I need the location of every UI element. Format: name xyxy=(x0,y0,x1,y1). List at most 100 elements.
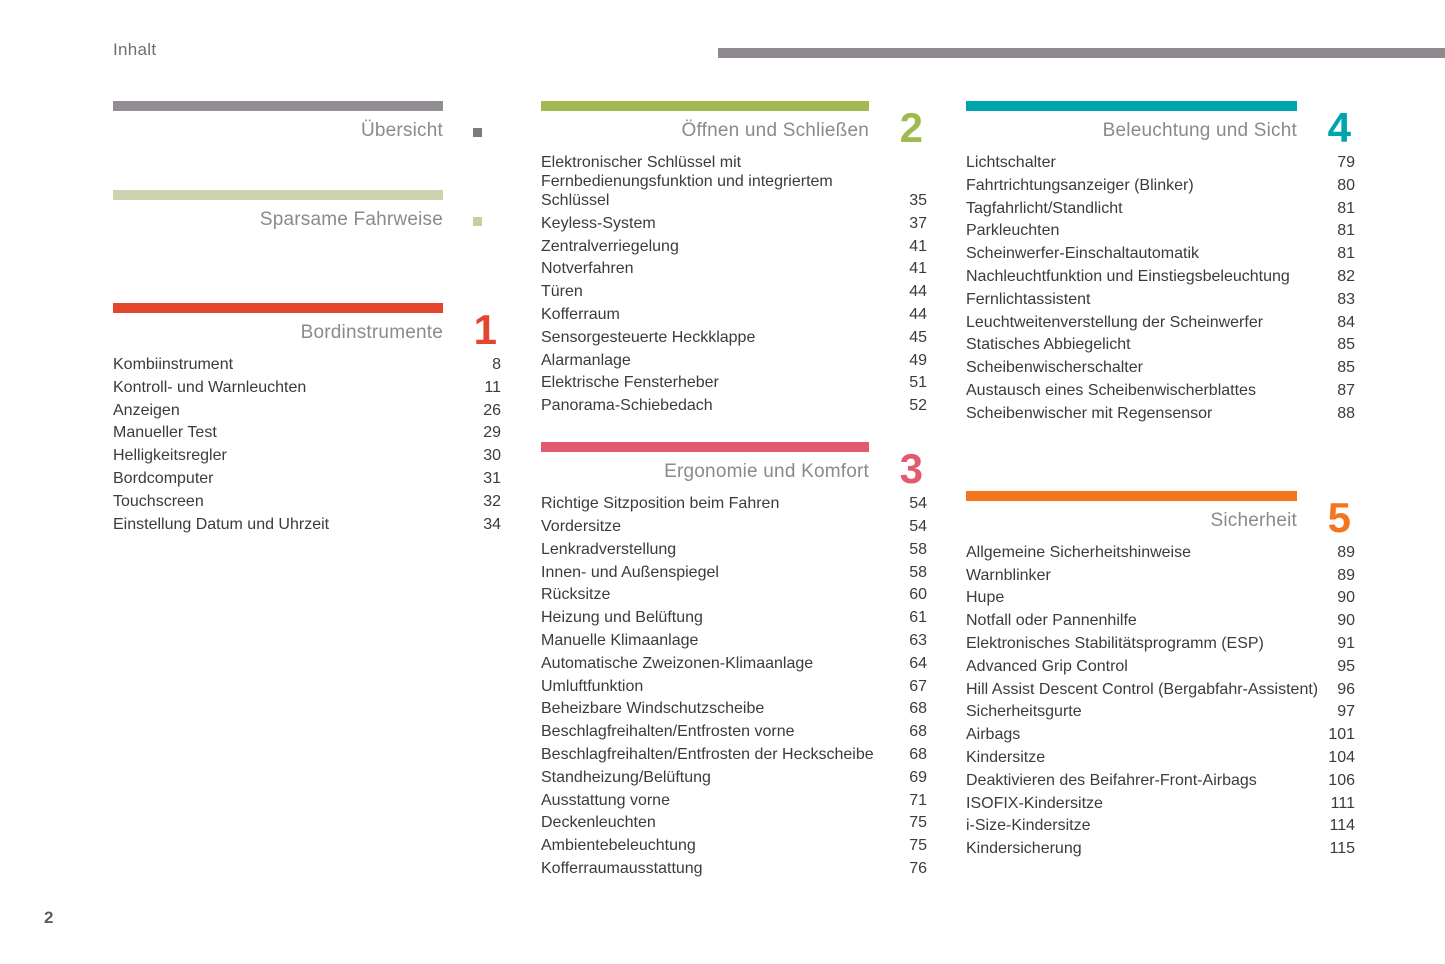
toc-item-page: 115 xyxy=(1329,840,1355,858)
toc-item-label: Vordersitze xyxy=(541,517,622,535)
section-header-right xyxy=(443,207,501,226)
toc-item-page: 104 xyxy=(1328,748,1355,766)
toc-section: Beleuchtung und Sicht 4 Lichtschalter 79 Fah… xyxy=(966,101,1355,423)
toc-item-label: Kontroll- und Warnleuchten xyxy=(113,378,307,396)
toc-item-page: 49 xyxy=(909,351,927,369)
toc-item-label: Zentralverriegelung xyxy=(541,237,679,255)
toc-item: Kombiinstrument 8 xyxy=(113,355,501,374)
toc-item-page: 82 xyxy=(1337,267,1355,285)
toc-item-label: Heizung und Belüftung xyxy=(541,609,703,627)
toc-item-label: Airbags xyxy=(966,726,1021,744)
section-number: 1 xyxy=(473,306,497,353)
section-number: 5 xyxy=(1327,493,1351,541)
toc-item-label: Beschlagfreihalten/Entfrosten vorne xyxy=(541,723,795,741)
toc-item-label: Deaktivieren des Beifahrer-Front-Airbags xyxy=(966,771,1257,789)
toc-item: ISOFIX-Kindersitze 111 xyxy=(966,794,1355,813)
toc-item-label: Ambientebeleuchtung xyxy=(541,837,696,855)
toc-item-label: Anzeigen xyxy=(113,401,180,419)
toc-item: Fernlichtassistent 83 xyxy=(966,290,1355,309)
toc-item: Innen- und Außenspiegel 58 xyxy=(541,563,927,582)
toc-item-page: 75 xyxy=(909,837,927,855)
toc-item-list: Lichtschalter 79 Fahrtrichtungsanzeiger (B… xyxy=(966,153,1355,423)
toc-item-page: 80 xyxy=(1337,176,1355,194)
section-header: Übersicht xyxy=(113,118,501,143)
toc-item-label: Leuchtweitenverstellung der Scheinwerfer xyxy=(966,313,1264,331)
toc-item: Kindersitze 104 xyxy=(966,748,1355,767)
toc-item-label: Scheibenwischer mit Regensensor xyxy=(966,404,1213,422)
toc-item-label: Automatische Zweizonen-Klimaanlage xyxy=(541,654,814,672)
toc-item-label: Keyless-System xyxy=(541,214,656,232)
toc-item: Airbags 101 xyxy=(966,725,1355,744)
toc-item-page: 30 xyxy=(483,447,501,465)
toc-item-page: 54 xyxy=(909,495,927,513)
section-header: Ergonomie und Komfort 3 xyxy=(541,448,927,490)
toc-item-label: Notfall oder Pannenhilfe xyxy=(966,612,1137,630)
toc-item-page: 29 xyxy=(483,424,501,442)
toc-item-page: 89 xyxy=(1337,566,1355,584)
toc-item-page: 88 xyxy=(1337,404,1355,422)
toc-item: Alarmanlage 49 xyxy=(541,351,927,370)
toc-item-page: 90 xyxy=(1337,612,1355,630)
toc-item: Kontroll- und Warnleuchten 11 xyxy=(113,378,501,397)
toc-item: Beschlagfreihalten/Entfrosten der Hecksc… xyxy=(541,745,927,764)
toc-item-list: Allgemeine Sicherheitshinweise 89 Warnblin… xyxy=(966,543,1355,858)
toc-item: Elektrische Fensterheber 51 xyxy=(541,373,927,392)
toc-item: Lenkradverstellung 58 xyxy=(541,540,927,559)
toc-item-page: 91 xyxy=(1337,634,1355,652)
toc-item-page: 76 xyxy=(909,859,927,877)
toc-item: Sicherheitsgurte 97 xyxy=(966,702,1355,721)
toc-item: Kofferraum 44 xyxy=(541,305,927,324)
section-color-bar xyxy=(541,442,869,453)
toc-item: Fahrtrichtungsanzeiger (Blinker) 80 xyxy=(966,176,1355,195)
toc-item: Scheinwerfer-Einschaltautomatik 81 xyxy=(966,244,1355,263)
toc-item-page: 85 xyxy=(1337,359,1355,377)
toc-item-page: 51 xyxy=(909,374,927,392)
toc-section: Bordinstrumente 1 Kombiinstrument 8 Kontroll… xyxy=(113,303,501,534)
toc-item-label: Fahrtrichtungsanzeiger (Blinker) xyxy=(966,176,1194,194)
toc-item-page: 64 xyxy=(909,654,927,672)
toc-item: Allgemeine Sicherheitshinweise 89 xyxy=(966,543,1355,562)
toc-item-page: 44 xyxy=(909,305,927,323)
toc-item-label: Manuelle Klimaanlage xyxy=(541,631,699,649)
section-title: Sparsame Fahrweise xyxy=(259,209,443,230)
toc-item: Panorama-Schiebedach 52 xyxy=(541,396,927,415)
section-title: Bordinstrumente xyxy=(300,322,443,343)
toc-item: Automatische Zweizonen-Klimaanlage 64 xyxy=(541,654,927,673)
toc-item: Helligkeitsregler 30 xyxy=(113,446,501,465)
section-number: 4 xyxy=(1327,104,1351,151)
toc-item-label: Umluftfunktion xyxy=(541,677,644,695)
toc-item-page: 89 xyxy=(1337,543,1355,561)
section-header-right: 5 xyxy=(1297,496,1355,538)
toc-item-label: Türen xyxy=(541,283,583,301)
toc-item-page: 95 xyxy=(1337,657,1355,675)
toc-item-label: Bordcomputer xyxy=(113,469,214,487)
toc-item-page: 52 xyxy=(909,397,927,415)
toc-item-label: i-Size-Kindersitze xyxy=(966,817,1091,835)
toc-item: Nachleuchtfunktion und Einstiegsbeleucht… xyxy=(966,267,1355,286)
toc-item-page: 60 xyxy=(909,586,927,604)
toc-item-label: Kofferraum xyxy=(541,305,620,323)
toc-item: Scheibenwischerschalter 85 xyxy=(966,358,1355,377)
toc-item: Rücksitze 60 xyxy=(541,585,927,604)
toc-item: Anzeigen 26 xyxy=(113,401,501,420)
toc-column-right: Beleuchtung und Sicht 4 Lichtschalter 79 Fah… xyxy=(966,101,1355,862)
toc-item-label: Advanced Grip Control xyxy=(966,657,1128,675)
toc-item-label: Statisches Abbiegelicht xyxy=(966,336,1131,354)
toc-item: Hill Assist Descent Control (Bergabfahr-… xyxy=(966,680,1355,699)
toc-item-label: Touchscreen xyxy=(113,492,204,510)
toc-item: Notfall oder Pannenhilfe 90 xyxy=(966,611,1355,630)
section-number: 3 xyxy=(899,445,923,493)
toc-item-label: Scheibenwischerschalter xyxy=(966,359,1143,377)
toc-item-page: 35 xyxy=(909,192,927,209)
toc-item-list: Richtige Sitzposition beim Fahren 54 Vorde… xyxy=(541,494,927,878)
toc-item-label: Warnblinker xyxy=(966,566,1051,584)
toc-item-label: Elektronisches Stabilitätsprogramm (ESP) xyxy=(966,634,1264,652)
toc-item-label: Elektronischer Schlüssel mit Fernbedienu… xyxy=(541,154,833,209)
toc-item-label: Elektrische Fensterheber xyxy=(541,374,719,392)
toc-item: Ambientebeleuchtung 75 xyxy=(541,836,927,855)
toc-item-page: 45 xyxy=(909,328,927,346)
toc-item-list: Kombiinstrument 8 Kontroll- und Warnleucht… xyxy=(113,355,501,534)
toc-item-label: Deckenleuchten xyxy=(541,814,656,832)
toc-item: Manuelle Klimaanlage 63 xyxy=(541,631,927,650)
toc-item: Beschlagfreihalten/Entfrosten vorne 68 xyxy=(541,722,927,741)
